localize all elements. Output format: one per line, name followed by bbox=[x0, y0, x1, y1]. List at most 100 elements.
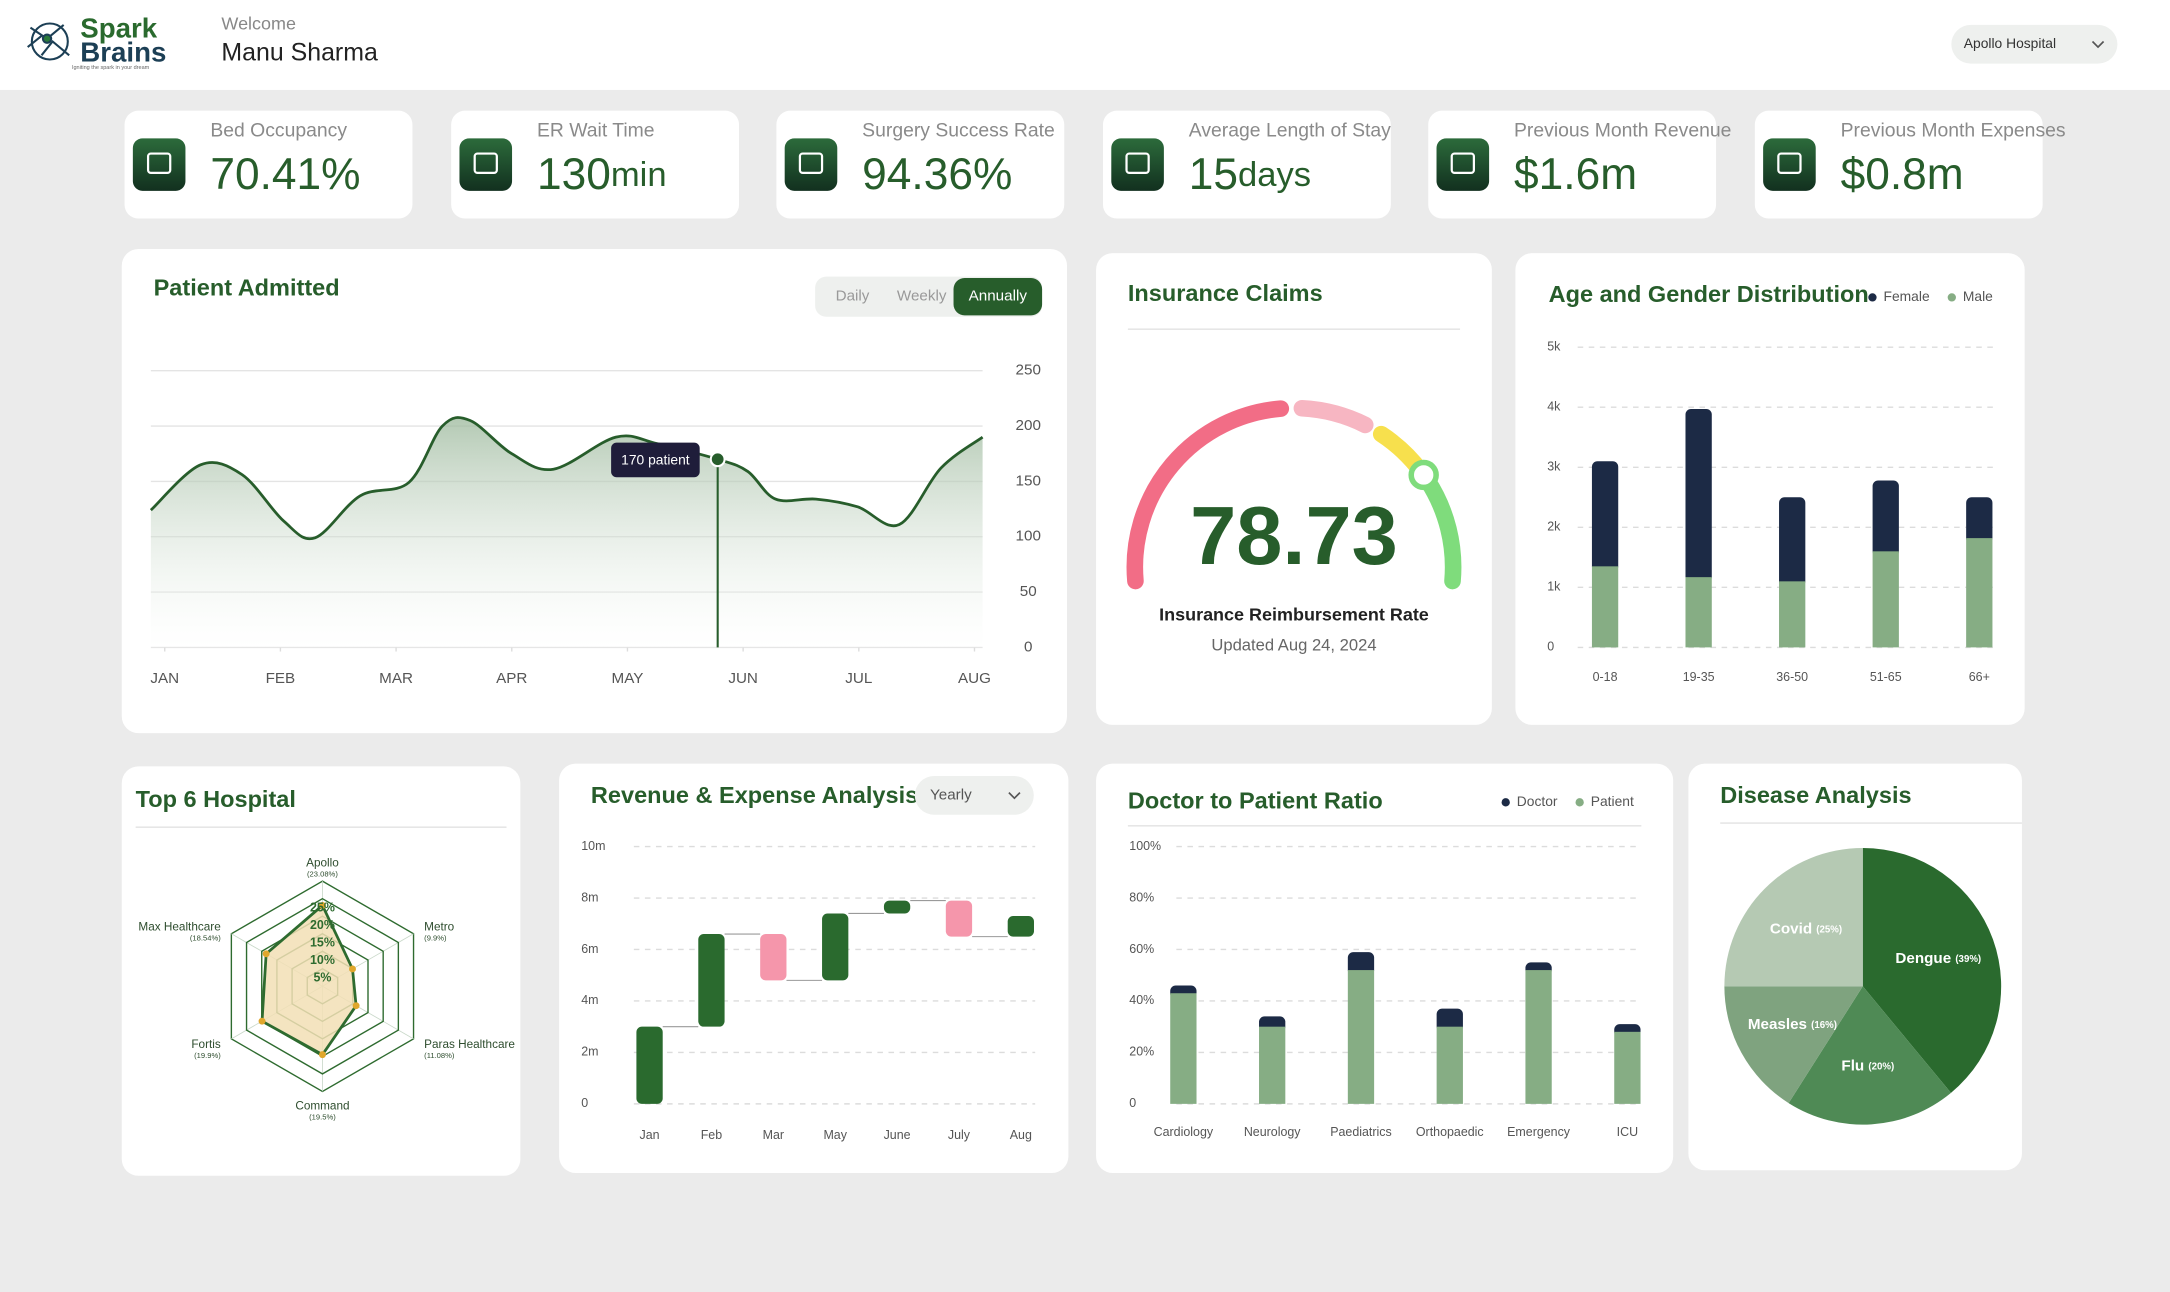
y-tick-label: 250 bbox=[1016, 362, 1041, 379]
toggle-active[interactable] bbox=[953, 278, 1043, 316]
panel bbox=[1515, 253, 2025, 725]
radar-label: Metro bbox=[424, 921, 455, 934]
kpi-unit: min bbox=[611, 156, 667, 194]
pie-label-name: Flu bbox=[1841, 1057, 1864, 1074]
area-fill bbox=[150, 417, 983, 648]
legend-label: Male bbox=[1963, 288, 1993, 304]
pie-label: Covid (25%) bbox=[1770, 921, 1842, 938]
radar-point bbox=[262, 950, 270, 958]
y-tick-label: 4m bbox=[581, 993, 598, 1007]
waterfall-bar bbox=[822, 913, 849, 981]
period-select-text[interactable]: Yearly bbox=[930, 786, 972, 803]
pie-label-value: (25%) bbox=[1816, 924, 1842, 935]
bar-segment bbox=[1779, 581, 1806, 648]
kpi-label: Previous Month Revenue bbox=[1514, 120, 1731, 142]
gauge-value: 78.73 bbox=[1190, 489, 1398, 582]
radar-point bbox=[318, 901, 326, 909]
radar-tick-label: 10% bbox=[310, 953, 335, 967]
x-tick-label: 0-18 bbox=[1593, 670, 1618, 684]
radar-value-label: (9.9%) bbox=[424, 934, 447, 943]
chevron bbox=[2091, 40, 2105, 49]
bar-segment bbox=[1525, 970, 1552, 1104]
pie-slice bbox=[1724, 986, 1863, 1104]
kpi-label: Bed Occupancy bbox=[210, 120, 347, 142]
radar-tick-label: 20% bbox=[310, 918, 335, 932]
brand-top: Spark bbox=[80, 13, 158, 44]
x-tick-label: APR bbox=[496, 670, 527, 687]
toggle-option[interactable]: Weekly bbox=[897, 288, 947, 305]
kpi-value: 15days bbox=[1189, 150, 1311, 199]
pie-label: Dengue (39%) bbox=[1895, 950, 1981, 967]
pie-label-value: (20%) bbox=[1868, 1061, 1894, 1072]
kpi-card bbox=[124, 110, 413, 219]
y-tick-label: 40% bbox=[1129, 993, 1154, 1007]
radar-label: Apollo bbox=[306, 856, 339, 869]
x-tick-label: May bbox=[823, 1128, 847, 1142]
kpi-icon-glyph bbox=[798, 152, 824, 175]
bar-segment bbox=[1591, 461, 1619, 572]
kpi-number: 15 bbox=[1189, 150, 1238, 199]
waterfall-bar bbox=[760, 934, 787, 981]
chart-title: Disease Analysis bbox=[1720, 782, 1911, 808]
pie-label: Flu (20%) bbox=[1841, 1057, 1894, 1074]
bar-segment bbox=[1591, 566, 1619, 648]
y-tick-label: 60% bbox=[1129, 942, 1154, 956]
legend-label: Female bbox=[1884, 288, 1930, 304]
legend-marker bbox=[1575, 798, 1584, 807]
logo-icon bbox=[27, 22, 70, 61]
focus-point bbox=[709, 451, 726, 468]
x-tick-label: MAY bbox=[612, 670, 644, 687]
y-tick-label: 8m bbox=[581, 890, 598, 904]
bar-segment bbox=[1685, 577, 1712, 648]
kpi-card bbox=[776, 110, 1065, 219]
kpi-card bbox=[1428, 110, 1717, 219]
x-tick-label: Emergency bbox=[1507, 1125, 1571, 1139]
kpi-value: $0.8m bbox=[1841, 150, 1964, 199]
x-tick-label: Orthopaedic bbox=[1416, 1125, 1484, 1139]
panel bbox=[559, 763, 1069, 1174]
radar-value-label: (19.5%) bbox=[309, 1113, 336, 1122]
kpi-value: 130min bbox=[537, 150, 667, 199]
gauge-label: Insurance Reimbursement Rate bbox=[1159, 604, 1429, 624]
toggle-option[interactable]: Daily bbox=[836, 288, 870, 305]
user-name: Manu Sharma bbox=[221, 39, 378, 67]
x-tick-label: Mar bbox=[763, 1128, 784, 1142]
pie-slice bbox=[1788, 986, 1951, 1125]
kpi-number: 70.41% bbox=[210, 150, 360, 199]
gauge-segment bbox=[1293, 399, 1374, 434]
kpi-unit: days bbox=[1238, 156, 1311, 194]
tooltip-text: 170 patient bbox=[621, 451, 690, 467]
y-tick-label: 50 bbox=[1020, 583, 1037, 600]
kpi-icon bbox=[1436, 138, 1490, 191]
gauge-subtitle: Updated Aug 24, 2024 bbox=[1211, 635, 1376, 654]
chart-title: Doctor to Patient Ratio bbox=[1128, 788, 1383, 814]
waterfall-bar bbox=[883, 900, 911, 914]
radar-value-label: (11.08%) bbox=[424, 1051, 455, 1060]
x-tick-label: June bbox=[884, 1128, 911, 1142]
pie-label-value: (39%) bbox=[1955, 954, 1981, 965]
bar-segment bbox=[1966, 497, 1993, 544]
kpi-number: $1.6m bbox=[1514, 150, 1637, 199]
hospital-select[interactable] bbox=[1951, 24, 2118, 64]
x-tick-label: JUN bbox=[728, 670, 758, 687]
chart-title: Revenue & Expense Analysis bbox=[591, 782, 918, 808]
kpi-label: Surgery Success Rate bbox=[862, 120, 1055, 142]
x-tick-label: MAR bbox=[379, 670, 413, 687]
kpi-card bbox=[1102, 110, 1391, 219]
toggle-option[interactable]: Annually bbox=[969, 288, 1028, 305]
radar-value-label: (19.9%) bbox=[194, 1051, 221, 1060]
pie-slice bbox=[1862, 847, 2002, 1093]
hospital-select-text[interactable]: Apollo Hospital bbox=[1964, 35, 2056, 51]
bar-segment bbox=[1436, 1026, 1463, 1104]
kpi-value: $1.6m bbox=[1514, 150, 1637, 199]
radar-point bbox=[258, 1017, 266, 1025]
y-tick-label: 2m bbox=[581, 1045, 598, 1059]
bar-segment bbox=[1614, 1031, 1641, 1104]
bar-segment bbox=[1872, 480, 1899, 557]
x-tick-label: Neurology bbox=[1244, 1125, 1301, 1139]
welcome: Welcome bbox=[221, 14, 296, 34]
y-tick-label: 10m bbox=[581, 839, 605, 853]
y-tick-label: 0 bbox=[1024, 638, 1032, 655]
period-select[interactable] bbox=[914, 776, 1034, 815]
